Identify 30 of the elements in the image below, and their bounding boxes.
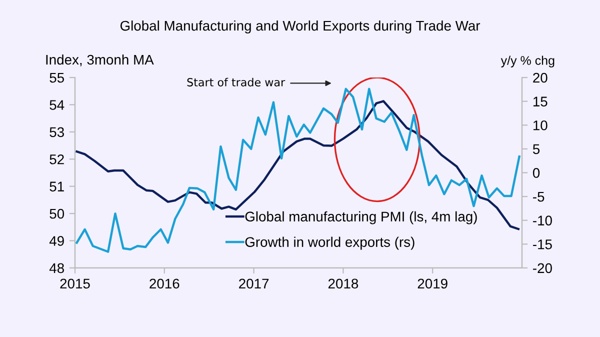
chart-title: Global Manufacturing and World Exports during Trade War <box>120 20 480 34</box>
y-tick-label: 51 <box>50 182 64 192</box>
x-tick-label: 2017 <box>239 278 269 289</box>
x-tick-label: 2016 <box>150 278 180 289</box>
y2-tick-label: 20 <box>533 72 548 83</box>
line-series <box>76 88 520 253</box>
legend-label: Global manufacturing PMI (ls, 4m lag) <box>245 211 477 224</box>
y2-tick-label: -10 <box>533 216 552 226</box>
legend-label: Growth in world exports (rs) <box>245 236 414 250</box>
x-tick-label: 2018 <box>328 278 358 289</box>
line-series <box>76 100 520 230</box>
x-tick-label: 2015 <box>60 278 90 289</box>
y-tick-label: 48 <box>49 263 64 274</box>
y-tick-label: 55 <box>50 72 64 83</box>
y-tick-label: 49 <box>49 236 64 246</box>
y-tick-label: 54 <box>50 100 64 110</box>
y2-tick-label: 5 <box>532 144 540 154</box>
y2-tick-label: -5 <box>533 192 544 202</box>
x-tick-label: 2019 <box>418 278 448 289</box>
y-tick-label: 50 <box>50 208 64 219</box>
y2-tick-label: -20 <box>533 263 552 274</box>
y-tick-label: 53 <box>50 127 64 138</box>
y2-axis-title: y/y % chg <box>500 56 554 68</box>
y2-tick-label: 15 <box>533 96 548 106</box>
y2-tick-label: -15 <box>533 240 552 250</box>
annotation: Start of trade war <box>187 78 286 86</box>
y-axis-title: Index, 3monh MA <box>46 54 154 66</box>
y2-tick-label: 10 <box>533 120 548 130</box>
y2-tick-label: 0 <box>532 168 540 178</box>
y-tick-label: 52 <box>50 154 64 164</box>
